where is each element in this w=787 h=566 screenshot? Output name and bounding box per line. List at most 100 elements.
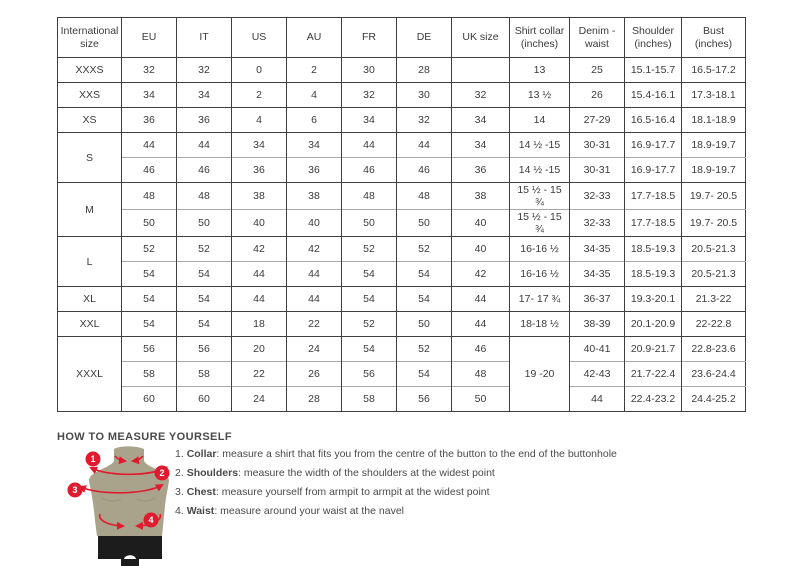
measure-instructions: 1. Collar: measure a shirt that fits you… (175, 448, 617, 524)
table-row: 60 60 24 28 58 56 50 44 22.4-23.2 24.4-25.2 (58, 386, 746, 412)
table-body: XXXS 32 32 0 2 30 28 13 25 15.1-15.7 16.5-17.2 XXS 3… (57, 57, 746, 412)
table-cell: 60 (176, 386, 232, 412)
table-cell: 54 (396, 361, 452, 387)
table-cell: 34-35 (569, 236, 625, 262)
table-cell: 44 (451, 286, 510, 312)
table-cell: 18 (231, 311, 287, 337)
table-row: XS 36 36 4 6 34 32 34 14 27-29 16.5-16.4 18.1-18.9 (57, 107, 746, 133)
table-cell: 46 (341, 157, 397, 183)
table-cell: 32 (396, 107, 452, 133)
chest-contour-left (101, 497, 122, 502)
table-cell: 27-29 (569, 107, 625, 133)
svg-text:1: 1 (90, 454, 95, 464)
table-header: International size EU IT US AU FR DE UK size Shi… (57, 17, 746, 58)
table-cell: 44 (231, 286, 287, 312)
table-cell: 48 (176, 182, 232, 210)
table-cell: 21.7-22.4 (624, 361, 682, 387)
shorts-shape (98, 536, 162, 559)
table-cell: 20.9-21.7 (624, 336, 682, 362)
table-cell: 25 (569, 57, 625, 83)
table-cell: 15 ½ - 15 ¾ (509, 182, 570, 210)
table-cell: 48 (121, 182, 177, 210)
table-cell: 36 (286, 157, 342, 183)
table-cell: 18.1-18.9 (681, 107, 746, 133)
table-row: XXXL 56 56 20 24 54 52 46 19 -20 40-41 20.9-21.7 22… (57, 336, 746, 412)
table-cell: 54 (341, 261, 397, 287)
table-cell: 58 (176, 361, 232, 387)
table-cell: 18.5-19.3 (624, 261, 682, 287)
table-cell: 32 (176, 57, 232, 83)
table-cell: 21.3-22 (681, 286, 746, 312)
table-cell: 36 (451, 157, 510, 183)
table-cell: 24 (286, 336, 342, 362)
measure-step-collar: 1. Collar: measure a shirt that fits you… (175, 448, 617, 460)
table-cell: 56 (341, 361, 397, 387)
table-cell: 22 (286, 311, 342, 337)
table-cell: 13 ½ (509, 82, 570, 108)
table-cell: 46 (121, 157, 177, 183)
table-cell: 52 (396, 336, 452, 362)
table-cell: 36 (176, 107, 232, 133)
collar-measure-arrow-2 (131, 455, 144, 465)
step-text: : measure a shirt that fits you from the… (216, 448, 617, 460)
table-cell: 46 (396, 157, 452, 183)
table-cell: 50 (121, 209, 177, 237)
table-cell: 38 (286, 182, 342, 210)
table-cell: 19.7- 20.5 (681, 182, 746, 210)
table-row: XXXS 32 32 0 2 30 28 13 25 15.1-15.7 16.5-17.2 (57, 57, 746, 83)
table-row: 50 50 40 40 50 50 40 15 ½ - 15 ¾ 32-33 17.7-18.5 1… (58, 209, 746, 237)
international-size-cell: XXXL (57, 336, 122, 412)
table-row: L 52 52 42 42 52 52 40 16-16 ½ 34-35 18.5-19.3 20.5… (57, 236, 746, 287)
column-header: Shirt collar (inches) (509, 17, 570, 58)
table-cell: 15.4-16.1 (624, 82, 682, 108)
column-header: UK size (451, 17, 510, 58)
table-cell: 44 (121, 132, 177, 158)
chest-measure-arrow (78, 483, 164, 494)
measure-step-waist: 4. Waist: measure around your waist at t… (175, 505, 617, 517)
table-cell: 16-16 ½ (509, 261, 570, 287)
table-cell: 58 (121, 361, 177, 387)
table-cell: 34 (231, 132, 287, 158)
table-cell: 40-41 (569, 336, 625, 362)
table-cell: 24.4-25.2 (681, 386, 746, 412)
table-cell: 52 (341, 311, 397, 337)
table-cell: 14 (509, 107, 570, 133)
table-cell: 32 (341, 82, 397, 108)
table-cell: 54 (176, 261, 232, 287)
step-label: Shoulders (186, 467, 239, 480)
table-cell: 4 (231, 107, 287, 133)
table-cell: 54 (121, 311, 177, 337)
step-text: : measure yourself from armpit to armpit… (215, 486, 490, 499)
table-cell: 36 (231, 157, 287, 183)
measure-step-chest: 3. Chest: measure yourself from armpit t… (175, 486, 617, 498)
table-cell: 44 (176, 132, 232, 158)
table-cell: 42 (286, 236, 342, 262)
table-cell: 17.7-18.5 (624, 209, 682, 237)
column-header: IT (176, 17, 232, 58)
step-label: Collar (186, 448, 217, 460)
shirt-collar-merged-cell: 19 -20 (509, 336, 570, 412)
table-cell: 54 (341, 336, 397, 362)
table-cell: 54 (341, 286, 397, 312)
how-to-measure-title: HOW TO MEASURE YOURSELF (57, 431, 233, 443)
table-cell: 44 (286, 261, 342, 287)
table-cell: 50 (176, 209, 232, 237)
table-cell: 46 (176, 157, 232, 183)
table-cell: 44 (231, 261, 287, 287)
table-cell: 50 (396, 209, 452, 237)
svg-text:3: 3 (72, 485, 77, 495)
table-cell: 15.1-15.7 (624, 57, 682, 83)
table-cell: 52 (176, 236, 232, 262)
table-cell: 60 (121, 386, 177, 412)
column-header: US (231, 17, 287, 58)
header-row: International size EU IT US AU FR DE UK size Shi… (57, 17, 746, 58)
table-row: XL 54 54 44 44 54 54 44 17- 17 ¾ 36-37 19.3-20.1 21… (57, 286, 746, 312)
table-cell: 40 (231, 209, 287, 237)
table-cell: 32 (121, 57, 177, 83)
table-cell: 38-39 (569, 311, 625, 337)
table-cell: 22-22.8 (681, 311, 746, 337)
table-cell: 46 (451, 336, 510, 362)
table-cell: 40 (451, 236, 510, 262)
step-text: : measure around your waist at the navel (214, 505, 404, 518)
